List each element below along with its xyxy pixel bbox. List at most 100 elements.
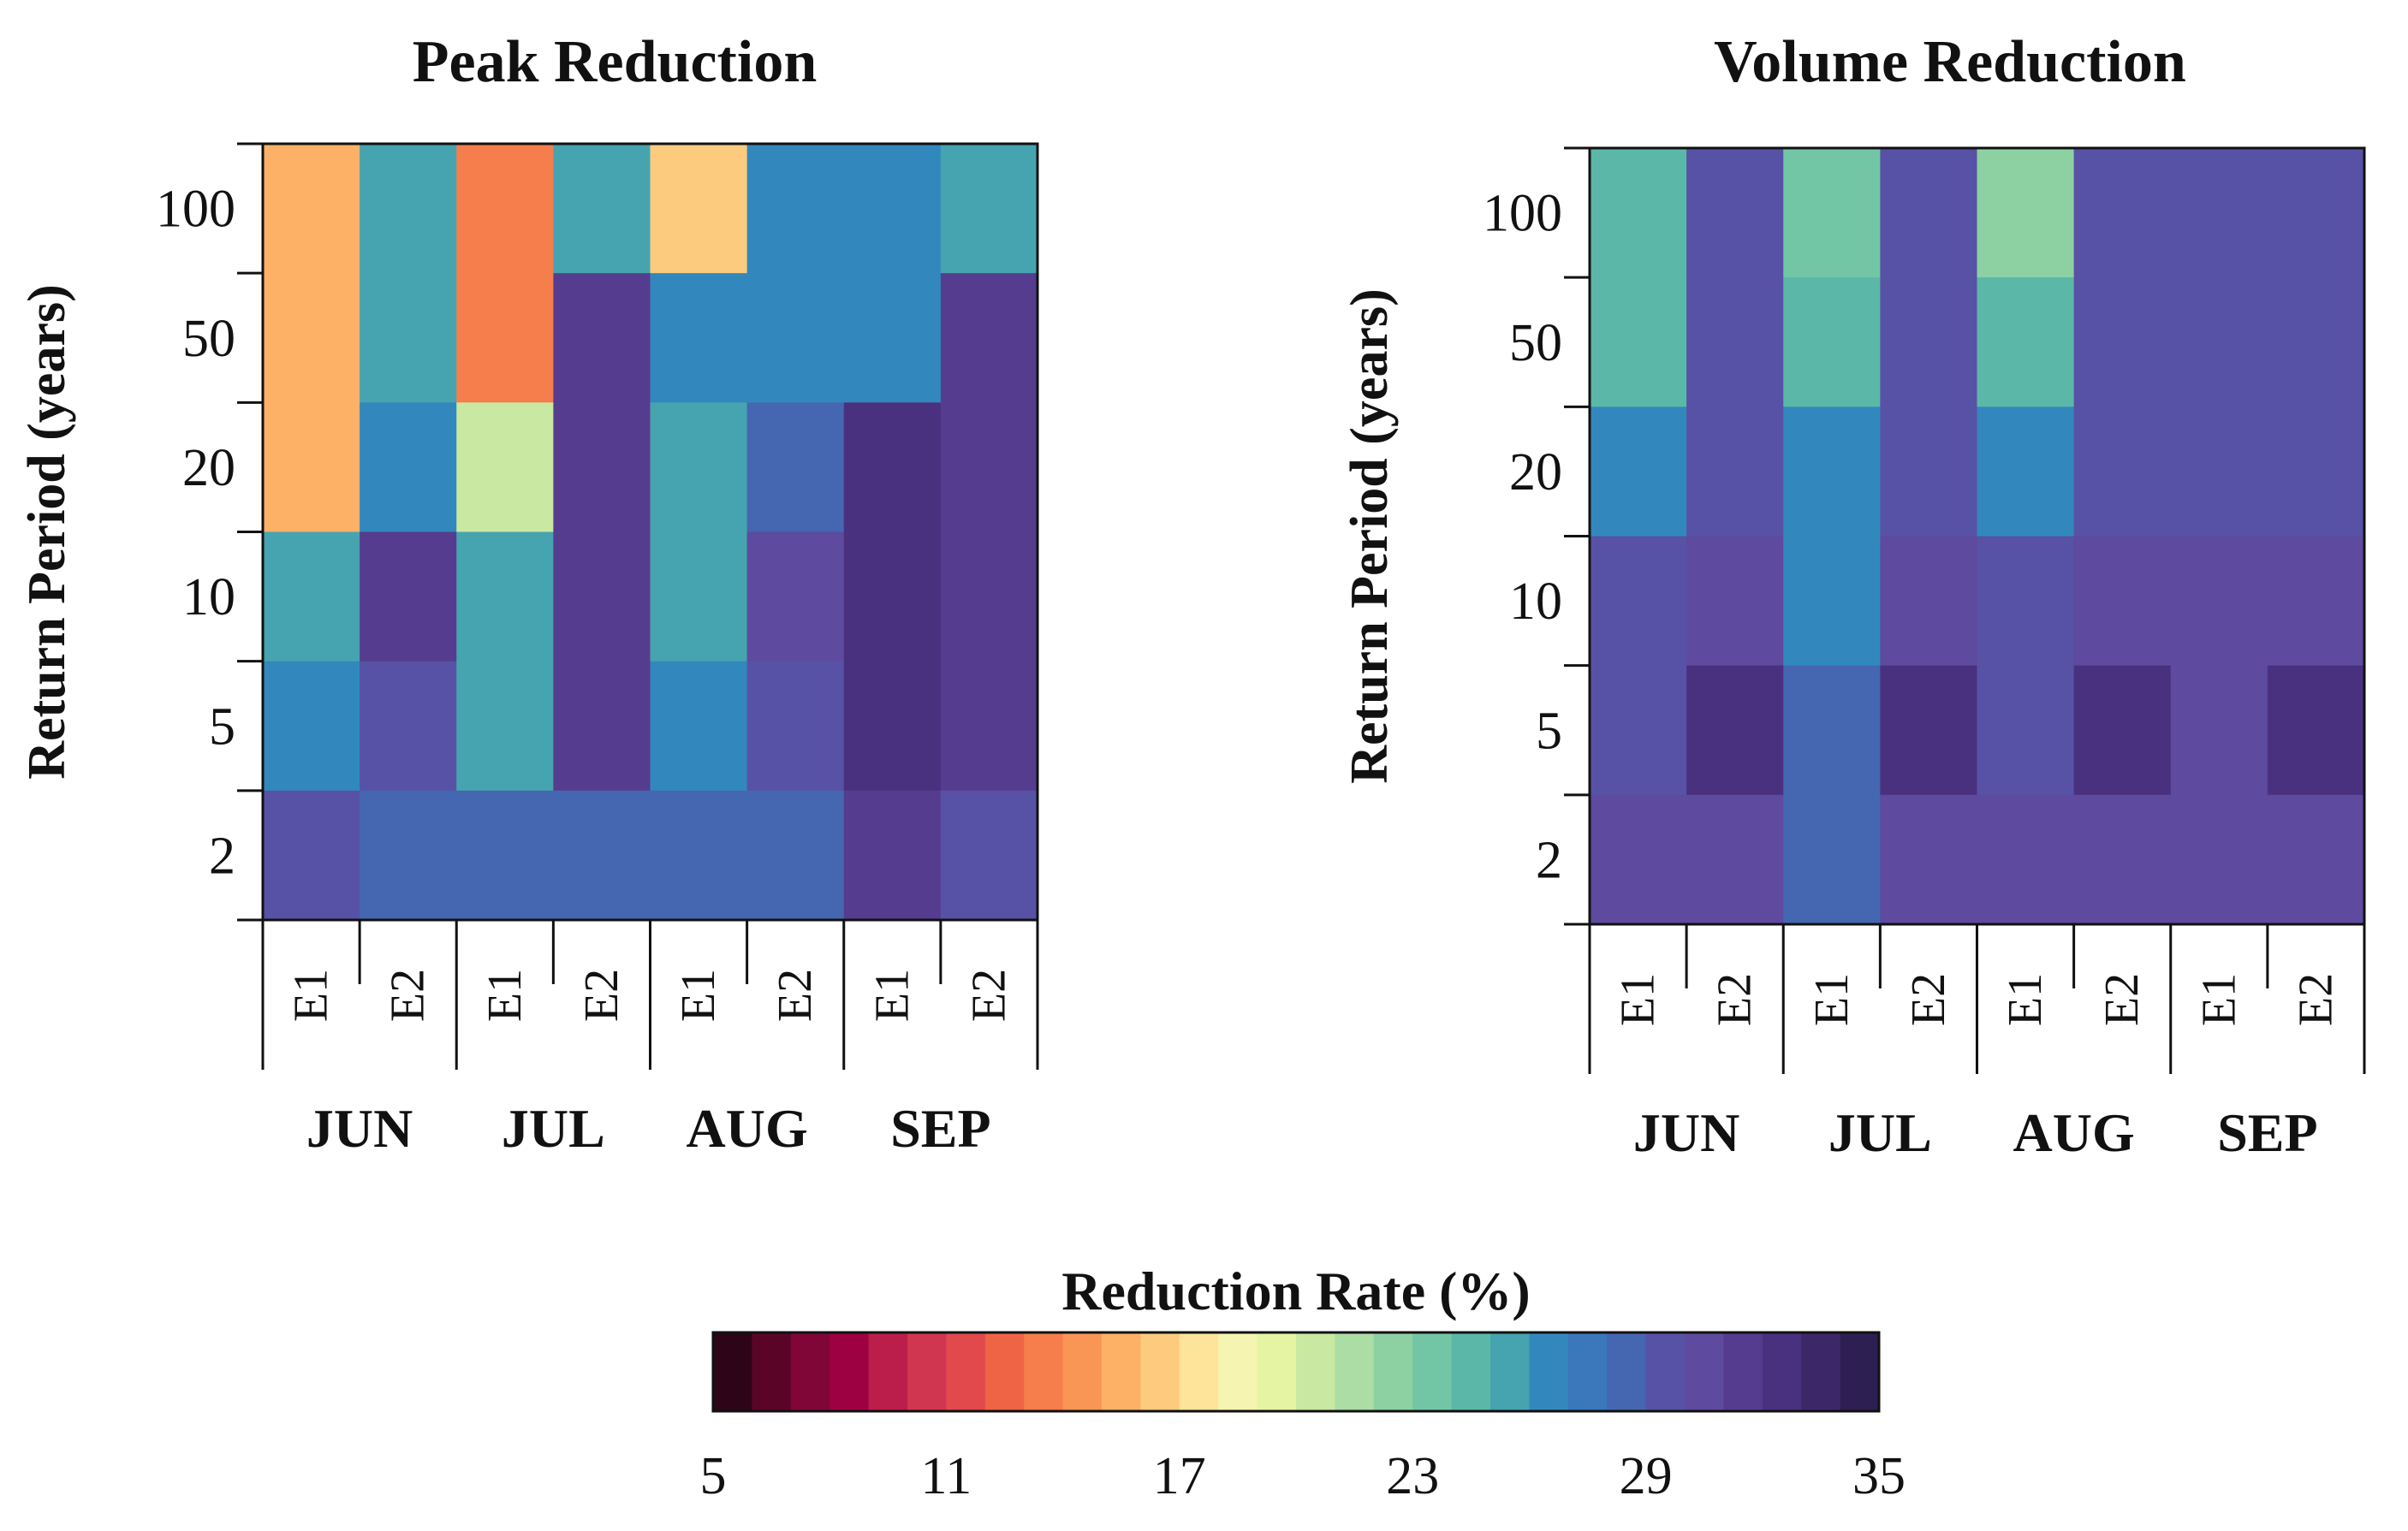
heatmap-cell [746,144,845,274]
colorbar-swatch [1140,1332,1180,1411]
colorbar-tick-label: 17 [1153,1447,1206,1505]
heatmap-cell [843,402,942,533]
heatmap-cell [1783,665,1881,796]
colorbar-swatch [946,1332,986,1411]
heatmap-cell [1590,665,1687,796]
month-label: AUG [687,1098,808,1159]
heatmap-cell [360,273,457,403]
heatmap-cell [2073,406,2172,537]
x-tick-label: E1 [479,969,532,1022]
colorbar-tick-label: 29 [1620,1447,1673,1505]
x-tick-label: E2 [382,969,435,1022]
heatmap-cell [2267,665,2365,796]
colorbar-swatch [868,1332,908,1411]
heatmap-cell [1880,665,1978,796]
heatmap-cell [456,531,554,662]
x-tick-label: E1 [865,969,919,1022]
colorbar-title: Reduction Rate (%) [1061,1261,1530,1321]
heatmap-cell [1880,148,1978,278]
heatmap-cell [746,531,845,662]
y-tick-label: 20 [182,439,235,497]
heatmap-cell [1590,536,1687,667]
y-axis-label: Return Period (years) [18,284,76,780]
colorbar-swatch [1607,1332,1647,1411]
heatmap-cell [553,531,651,662]
heatmap-cell [263,273,360,403]
colorbar-swatch [1801,1332,1841,1411]
heatmap-cell [940,531,1038,662]
colorbar-tick-label: 23 [1386,1447,1439,1505]
colorbar-swatch [1373,1332,1413,1411]
heatmap-cell [2073,148,2172,278]
heatmap-cell [650,273,748,403]
heatmap-cell [843,531,942,662]
heatmap-cell [2267,794,2365,925]
colorbar-tick-label: 35 [1852,1447,1906,1505]
x-tick-label: E1 [672,969,725,1022]
heatmap-cell [553,661,651,792]
chart-title: Volume Reduction [1714,29,2186,95]
colorbar-swatch [1412,1332,1453,1411]
x-tick-label: E1 [285,969,338,1022]
heatmap-cell [1977,148,2075,278]
x-tick-label: E2 [1709,973,1762,1026]
heatmap-cell [746,273,845,403]
x-tick-label: E2 [2289,973,2342,1026]
heatmap-cell [1880,406,1978,537]
colorbar-swatch [1529,1332,1569,1411]
heatmap-cell [1783,148,1881,278]
x-tick-label: E2 [1902,973,1955,1026]
heatmap-cell [1686,665,1784,796]
heatmap-cell [843,661,942,792]
colorbar-swatch [1335,1332,1375,1411]
heatmap-cell [360,661,457,792]
colorbar-swatch [1296,1332,1335,1411]
colorbar-swatch [907,1332,947,1411]
heatmap-cell [1783,277,1881,407]
heatmap-cell [746,402,845,533]
colorbar-swatch [1490,1332,1530,1411]
colorbar-swatch [1762,1332,1802,1411]
y-tick-label: 100 [156,181,235,239]
heatmap-cell [1977,536,2075,667]
month-label: JUL [502,1098,605,1159]
heatmap-cell [650,144,748,274]
colorbar-swatch [1685,1332,1724,1411]
heatmap-cell [2170,665,2268,796]
y-tick-label: 10 [1509,573,1562,631]
colorbar-frame [711,1331,1881,1413]
y-tick-label: 10 [182,568,235,626]
colorbar-swatch [1645,1332,1686,1411]
heatmap-cell [456,790,554,921]
colorbar-swatch [1451,1332,1491,1411]
heatmap-cell [360,144,457,274]
x-tick-label: E2 [769,969,822,1022]
heatmap-cell [1880,277,1978,407]
heatmap-cell [2267,277,2365,407]
x-tick-label: E2 [2096,973,2149,1026]
heatmap-cell [1977,794,2075,925]
x-tick-label: E2 [575,969,628,1022]
heatmap-cell [2267,406,2365,537]
x-tick-label: E1 [2192,973,2245,1026]
heatmap-cell [843,790,942,921]
y-tick-label: 20 [1509,443,1562,501]
heatmap-cell [843,273,942,403]
heatmap-cell [1977,665,2075,796]
heatmap-cell [1880,536,1978,667]
colorbar: Reduction Rate (%) 5 11 17 23 29 35 [700,1261,1906,1505]
heatmap-cell [2170,794,2268,925]
y-tick-label: 5 [209,697,235,756]
y-tick-label: 50 [1509,314,1562,372]
heatmap-cell [553,790,651,921]
colorbar-swatch [829,1332,870,1411]
heatmap-cell [940,402,1038,533]
y-tick-label: 2 [209,827,235,885]
heatmap-cell [1590,277,1687,407]
colorbar-swatch [1062,1332,1103,1411]
heatmap-cell [2073,536,2172,667]
heatmap-cell [263,661,360,792]
heatmap-cell [1977,406,2075,537]
x-tick-label: E2 [962,969,1015,1022]
heatmap-cell [746,661,845,792]
